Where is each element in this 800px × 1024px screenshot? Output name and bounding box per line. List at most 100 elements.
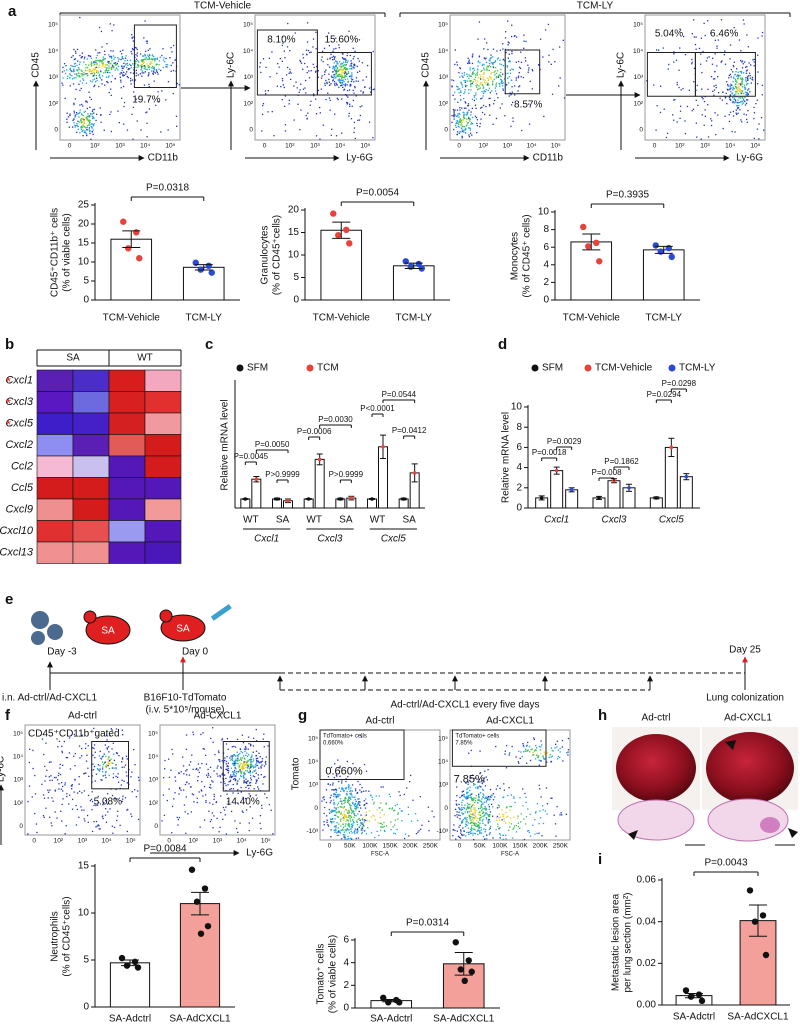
event-dot <box>338 803 339 804</box>
event-dot <box>256 765 257 766</box>
event-dot <box>533 737 534 738</box>
event-dot <box>125 58 126 59</box>
event-dot <box>412 800 413 801</box>
event-dot <box>395 833 396 834</box>
event-dot <box>272 111 273 112</box>
event-dot <box>456 120 457 121</box>
event-dot <box>283 84 284 85</box>
data-point <box>136 255 142 261</box>
event-dot <box>138 777 139 778</box>
event-dot <box>136 796 137 797</box>
y-tick-label: 0 <box>293 295 299 306</box>
heatmap-cell <box>73 521 109 543</box>
event-dot <box>500 69 501 70</box>
event-dot <box>360 815 361 816</box>
event-dot <box>343 58 344 59</box>
event-dot <box>74 111 75 112</box>
event-dot <box>734 98 735 99</box>
legend-label: SFM <box>247 363 268 374</box>
event-dot <box>518 823 519 824</box>
x-tick-label: 10⁴ <box>237 838 247 845</box>
event-dot <box>527 830 528 831</box>
event-dot <box>105 808 106 809</box>
event-dot <box>333 789 334 790</box>
event-dot <box>530 81 531 82</box>
row-marker: * <box>6 396 11 411</box>
event-dot <box>728 85 729 86</box>
event-dot <box>241 768 242 769</box>
event-dot <box>93 769 94 770</box>
event-dot <box>468 127 469 128</box>
event-dot <box>146 63 147 64</box>
event-dot <box>742 86 743 87</box>
event-dot <box>93 129 94 130</box>
event-dot <box>252 772 253 773</box>
event-dot <box>547 752 548 753</box>
event-dot <box>502 88 503 89</box>
event-dot <box>374 802 375 803</box>
event-dot <box>562 740 563 741</box>
event-dot <box>138 780 139 781</box>
event-dot <box>107 72 108 73</box>
x-tick-label: 10² <box>285 143 295 150</box>
p-value: P=0.0298 <box>662 379 697 388</box>
event-dot <box>122 799 123 800</box>
event-dot <box>146 41 147 42</box>
heatmap-cell <box>109 370 145 392</box>
event-dot <box>486 776 487 777</box>
event-dot <box>357 793 358 794</box>
step-label: Lung colonization <box>706 693 784 704</box>
event-dot <box>250 782 251 783</box>
x-tick-label: 200K <box>403 843 419 850</box>
event-dot <box>219 761 220 762</box>
event-dot <box>79 90 80 91</box>
event-dot <box>363 91 364 92</box>
event-dot <box>338 827 339 828</box>
event-dot <box>131 816 132 817</box>
event-dot <box>58 773 59 774</box>
event-dot <box>340 798 341 799</box>
event-dot <box>476 132 477 133</box>
event-dot <box>92 764 93 765</box>
event-dot <box>126 55 127 56</box>
event-dot <box>332 59 333 60</box>
x-tick-label: 10⁵ <box>551 143 561 150</box>
event-dot <box>343 90 344 91</box>
event-dot <box>511 51 512 52</box>
event-dot <box>57 779 58 780</box>
event-dot <box>695 44 696 45</box>
event-dot <box>169 57 170 58</box>
event-dot <box>404 794 405 795</box>
event-dot <box>533 754 534 755</box>
event-dot <box>340 832 341 833</box>
event-dot <box>72 66 73 67</box>
event-dot <box>340 79 341 80</box>
event-dot <box>142 66 143 67</box>
event-dot <box>396 829 397 830</box>
event-dot <box>113 24 114 25</box>
event-dot <box>525 750 526 751</box>
event-dot <box>333 74 334 75</box>
event-dot <box>76 123 77 124</box>
event-dot <box>477 66 478 67</box>
event-dot <box>153 68 154 69</box>
event-dot <box>395 805 396 806</box>
event-dot <box>689 90 690 91</box>
event-dot <box>726 103 727 104</box>
event-dot <box>130 80 131 81</box>
y-tick-label: 10² <box>14 800 24 807</box>
event-dot <box>329 97 330 98</box>
event-dot <box>458 122 459 123</box>
event-dot <box>186 769 187 770</box>
gate-note: TdTomato+ cells <box>455 734 499 740</box>
event-dot <box>324 74 325 75</box>
event-dot <box>332 77 333 78</box>
event-dot <box>235 772 236 773</box>
event-dot <box>350 815 351 816</box>
p-value: P=0.0412 <box>392 426 427 435</box>
event-dot <box>459 107 460 108</box>
event-dot <box>81 57 82 58</box>
row-label: Ccl2 <box>11 461 33 473</box>
event-dot <box>35 793 36 794</box>
event-dot <box>744 97 745 98</box>
